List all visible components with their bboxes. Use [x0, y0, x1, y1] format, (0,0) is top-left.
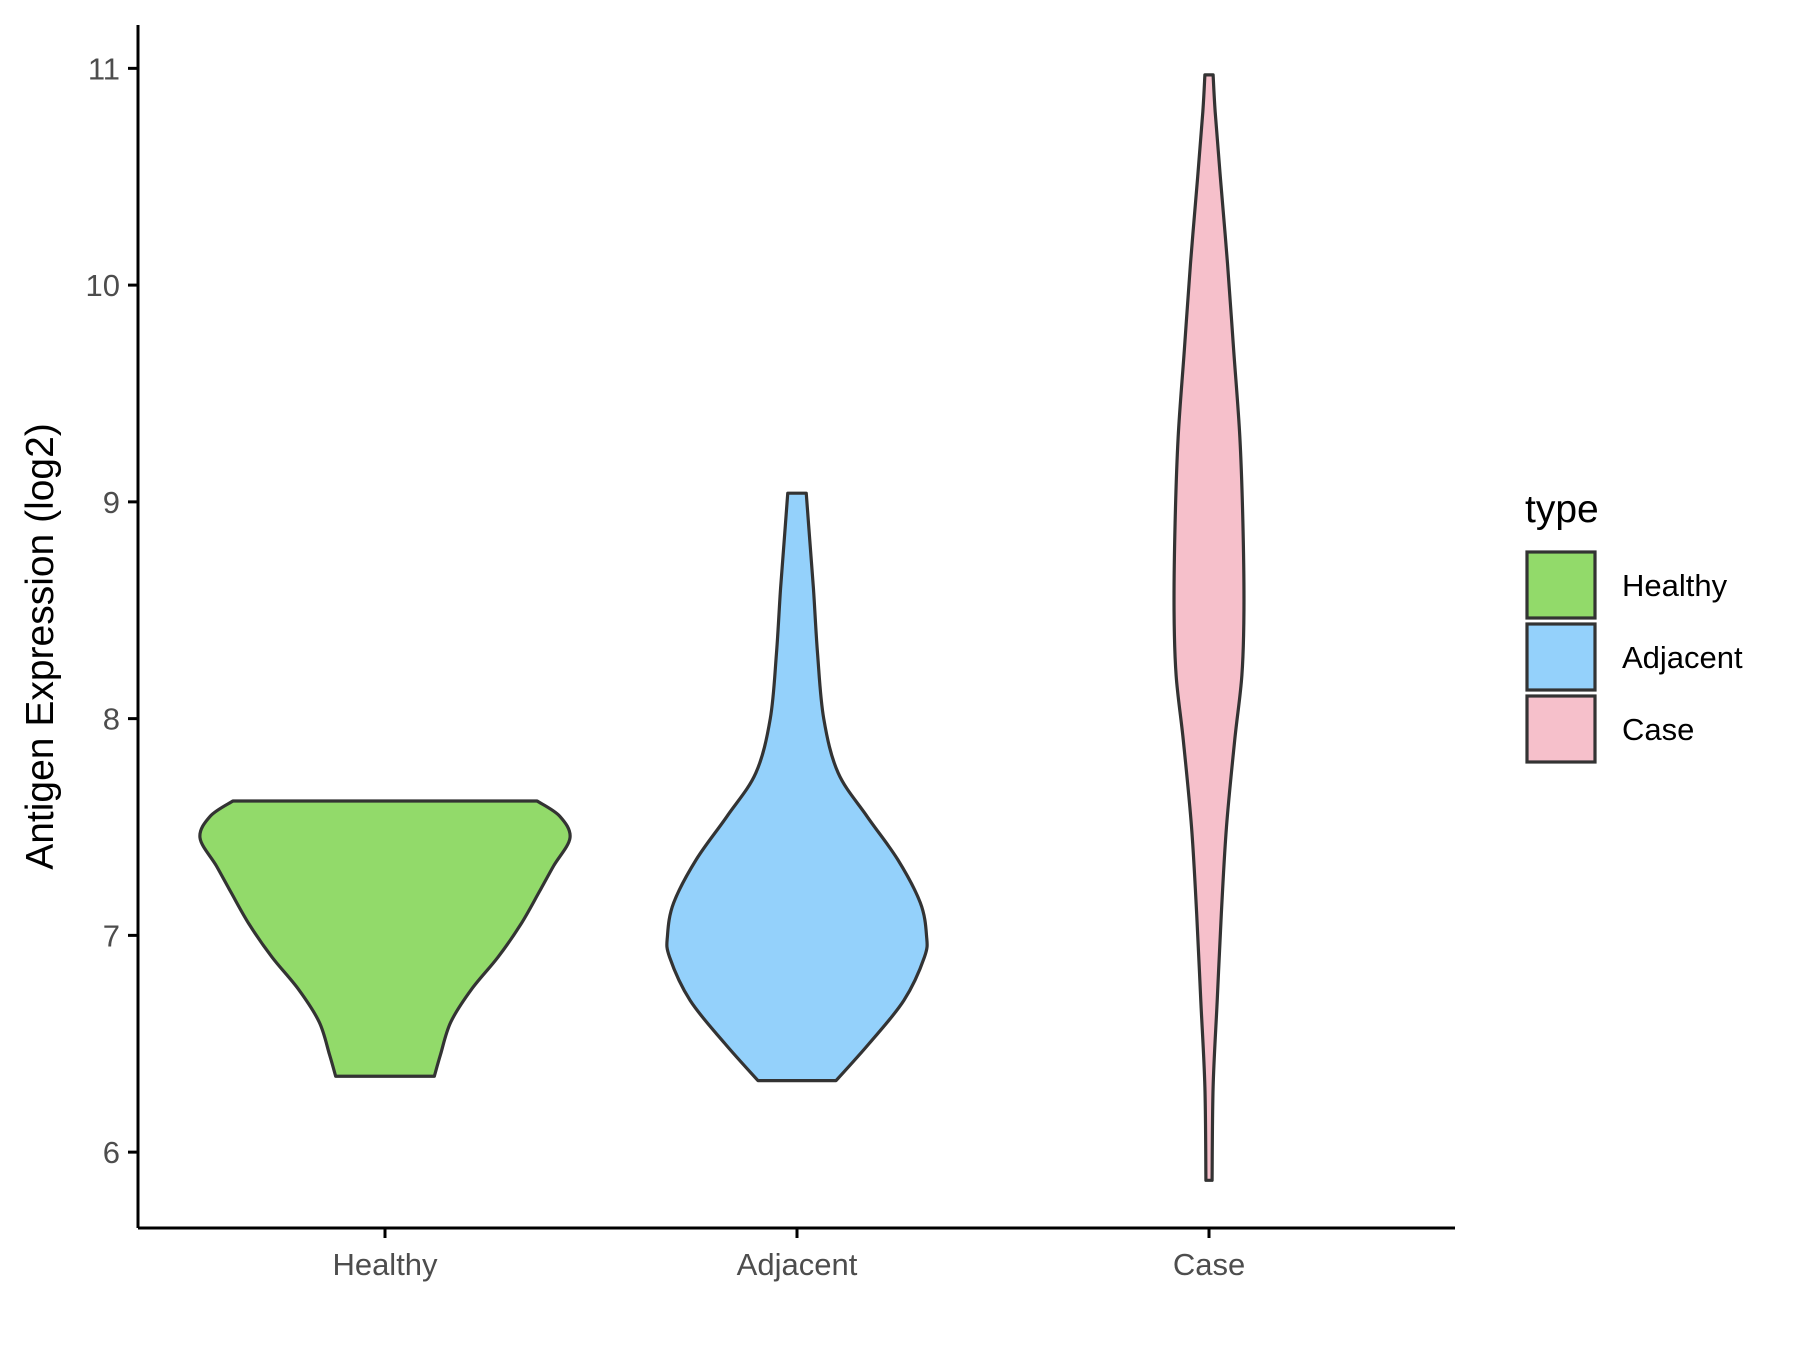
legend-key-adjacent — [1525, 622, 1597, 692]
legend: type Healthy Adjacent Case — [1525, 488, 1743, 764]
y-axis-title: Antigen Expression (log2) — [19, 423, 62, 870]
legend-label: Case — [1622, 712, 1694, 747]
violin-healthy — [198, 799, 572, 1078]
x-tick-label: Adjacent — [737, 1247, 858, 1282]
x-tick-label: Case — [1173, 1247, 1245, 1282]
x-ticks: Healthy Adjacent Case — [332, 1228, 1245, 1282]
legend-label: Adjacent — [1622, 640, 1743, 675]
violin-adjacent — [665, 491, 929, 1083]
y-tick-label: 10 — [86, 268, 120, 303]
legend-entries: Healthy Adjacent Case — [1525, 550, 1743, 764]
y-tick-label: 9 — [103, 485, 120, 520]
x-tick-label: Healthy — [332, 1247, 438, 1282]
y-tick-label: 7 — [103, 918, 120, 953]
violin-layer — [198, 73, 1246, 1182]
y-ticks: 6 7 8 9 10 11 — [86, 51, 138, 1170]
y-tick-label: 6 — [103, 1135, 120, 1170]
axes-layer: 6 7 8 9 10 11 Healthy Adjacent Case — [86, 25, 1455, 1282]
y-tick-label: 11 — [88, 51, 120, 86]
y-tick-label: 8 — [103, 702, 120, 737]
legend-title: type — [1525, 488, 1599, 531]
legend-key-case — [1525, 694, 1597, 764]
violin-case — [1172, 73, 1246, 1182]
legend-key-healthy — [1525, 550, 1597, 620]
legend-label: Healthy — [1622, 568, 1728, 603]
